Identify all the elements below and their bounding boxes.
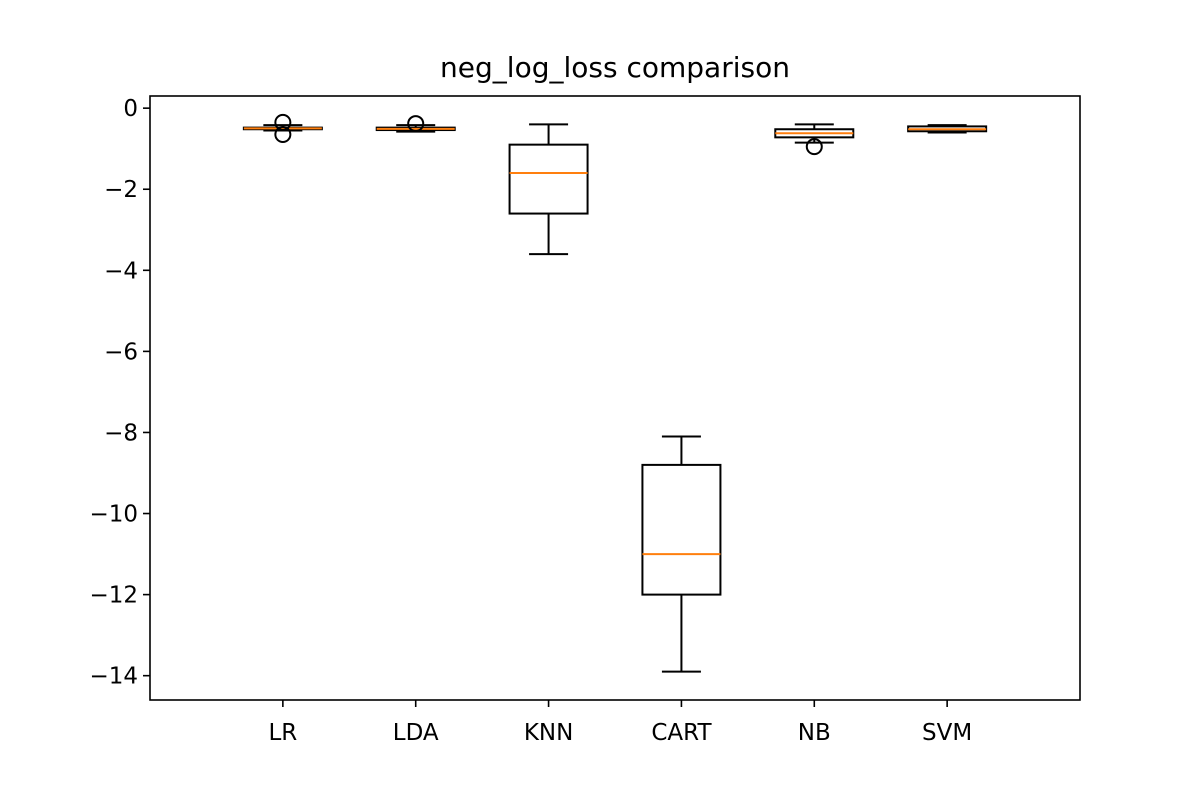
y-tick-label: 0 <box>123 96 138 122</box>
y-tick-label: −8 <box>104 420 138 446</box>
x-tick-label: KNN <box>524 720 574 746</box>
flier-point <box>805 138 823 156</box>
flier-point <box>407 115 425 133</box>
axes-frame <box>149 95 1081 701</box>
x-tick-label: CART <box>651 720 712 746</box>
x-tick-label: SVM <box>922 720 972 746</box>
box-knn <box>508 143 589 215</box>
y-tick-label: −10 <box>89 502 138 528</box>
y-tick-label: −12 <box>89 583 138 609</box>
plot-area: 0 −2 −4 −6 −8 −10 −12 −14 LR LDA KNN CART NB SVM <box>89 96 988 746</box>
y-tick-label: −6 <box>104 339 138 365</box>
x-tick-label: LR <box>268 720 297 746</box>
x-tick-label: NB <box>798 720 831 746</box>
chart-title: neg_log_loss comparison <box>440 51 790 84</box>
y-tick-label: −4 <box>104 258 138 284</box>
box-cart <box>641 463 722 596</box>
flier-point <box>274 113 292 131</box>
y-tick-label: −14 <box>89 664 138 690</box>
flier-point <box>274 126 292 144</box>
x-tick-label: LDA <box>393 720 439 746</box>
y-tick-label: −2 <box>104 177 138 203</box>
